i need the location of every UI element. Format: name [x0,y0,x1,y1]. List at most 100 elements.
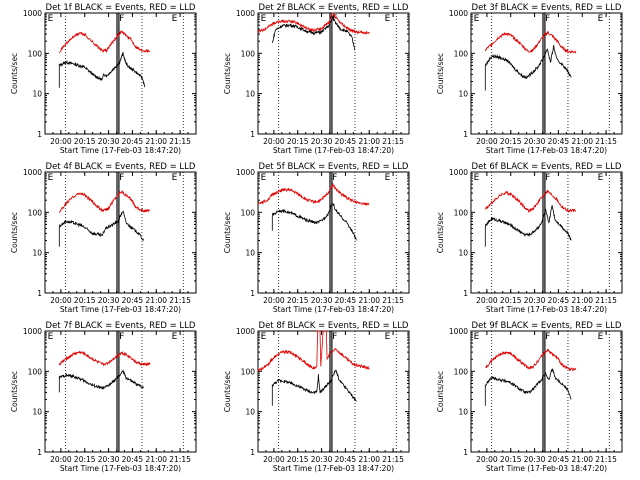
y-tick-label: 1 [37,289,42,298]
x-tick-label: 21:15 [595,296,617,305]
plot-frame [257,171,410,294]
x-tick-label: 20:00 [263,455,285,464]
x-tick-label: 20:30 [524,137,546,146]
y-tick-label: 1000 [236,9,255,18]
x-tick-label: 20:45 [548,137,570,146]
y-tick-label: 100 [454,49,469,58]
x-tick-label: 21:00 [145,455,167,464]
y-axis-label: Counts/sec [223,53,232,94]
panel-title: Det 9f BLACK = Events, RED = LLD [472,321,622,331]
x-tick-label: 20:15 [74,296,96,305]
lld-series-line [257,12,370,35]
x-tick-label: 20:45 [122,296,144,305]
detector-panel: Det 7f BLACK = Events, RED = LLD 1 10 100 10… [10,321,197,473]
y-axis-label: Counts/sec [10,53,19,94]
event-marker-label: F [545,173,550,183]
x-tick-label: 21:15 [169,137,191,146]
y-tick-label: 1000 [23,327,42,336]
x-tick-label: 20:15 [500,455,522,464]
plot-frame [44,330,197,453]
y-tick-label: 1000 [23,168,42,177]
plot-frame [257,12,410,135]
event-marker-label: F [119,14,124,24]
lld-series-line [257,330,370,372]
y-tick-label: 1000 [449,168,468,177]
x-tick-label: 20:45 [335,296,357,305]
event-marker-label: E [598,332,604,342]
x-tick-label: 20:00 [50,137,72,146]
y-tick-label: 1000 [236,168,255,177]
x-tick-label: 20:00 [263,137,285,146]
panel-title: Det 6f BLACK = Events, RED = LLD [472,162,622,172]
x-tick-label: 20:30 [98,296,120,305]
lld-series-line [58,189,151,214]
y-tick-label: 1 [37,130,42,139]
event-marker-label: E [385,14,391,24]
y-tick-label: 10 [245,249,255,258]
event-marker-label: E [474,173,480,183]
x-tick-label: 20:15 [500,137,522,146]
x-tick-label: 20:15 [287,455,309,464]
y-tick-label: 100 [28,49,43,58]
x-tick-label: 21:00 [571,137,593,146]
events-series-line [58,51,146,88]
detector-panel: Det 3f BLACK = Events, RED = LLD 1 10 100 10… [436,3,623,155]
x-tick-label: 21:15 [382,137,404,146]
panel-title: Det 1f BLACK = Events, RED = LLD [46,3,196,13]
y-tick-label: 100 [454,367,469,376]
event-marker-label: E [598,173,604,183]
events-series-line [271,369,357,406]
y-tick-label: 1 [250,448,255,457]
plot-frame [470,171,623,294]
events-series-line [484,367,572,406]
event-marker-label: F [119,173,124,183]
panel-title: Det 2f BLACK = Events, RED = LLD [259,3,409,13]
detector-panel: Det 4f BLACK = Events, RED = LLD 1 10 100 10… [10,162,197,314]
event-marker-label: F [545,14,550,24]
x-tick-label: 20:15 [74,455,96,464]
x-tick-label: 21:00 [358,455,380,464]
plot-frame [470,12,623,135]
x-tick-label: 20:30 [98,455,120,464]
event-marker-label: E [261,173,267,183]
y-tick-label: 10 [245,90,255,99]
y-tick-label: 1000 [449,327,468,336]
y-tick-label: 10 [32,90,42,99]
x-tick-label: 20:15 [287,137,309,146]
x-axis-label: Start Time (17-Feb-03 18:47:20) [273,305,394,314]
plot-frame [44,171,197,294]
lld-series-line [58,350,151,367]
x-tick-label: 21:15 [595,137,617,146]
x-tick-label: 20:45 [335,455,357,464]
x-tick-label: 21:00 [571,455,593,464]
event-marker-label: E [261,332,267,342]
x-axis-label: Start Time (17-Feb-03 18:47:20) [60,464,181,473]
panel-title: Det 7f BLACK = Events, RED = LLD [46,321,196,331]
x-tick-label: 20:00 [476,137,498,146]
event-marker-label: F [332,332,337,342]
x-tick-label: 20:00 [263,296,285,305]
x-tick-label: 21:00 [358,296,380,305]
lld-series-line [257,182,370,207]
x-tick-label: 20:30 [98,137,120,146]
y-tick-label: 10 [245,408,255,417]
x-tick-label: 20:15 [74,137,96,146]
x-tick-label: 20:15 [287,296,309,305]
y-tick-label: 1000 [449,9,468,18]
x-tick-label: 21:15 [382,455,404,464]
x-tick-label: 20:45 [335,137,357,146]
x-tick-label: 20:30 [524,455,546,464]
x-axis-label: Start Time (17-Feb-03 18:47:20) [486,464,607,473]
panel-title: Det 4f BLACK = Events, RED = LLD [46,162,196,172]
event-marker-label: E [474,14,480,24]
events-series-line [58,369,144,393]
x-tick-label: 21:00 [145,296,167,305]
y-tick-label: 1 [250,130,255,139]
x-tick-label: 21:15 [169,455,191,464]
y-axis-label: Counts/sec [10,212,19,253]
events-series-line [271,202,357,241]
x-tick-label: 20:00 [476,296,498,305]
y-tick-label: 10 [32,249,42,258]
events-series-line [484,205,572,247]
